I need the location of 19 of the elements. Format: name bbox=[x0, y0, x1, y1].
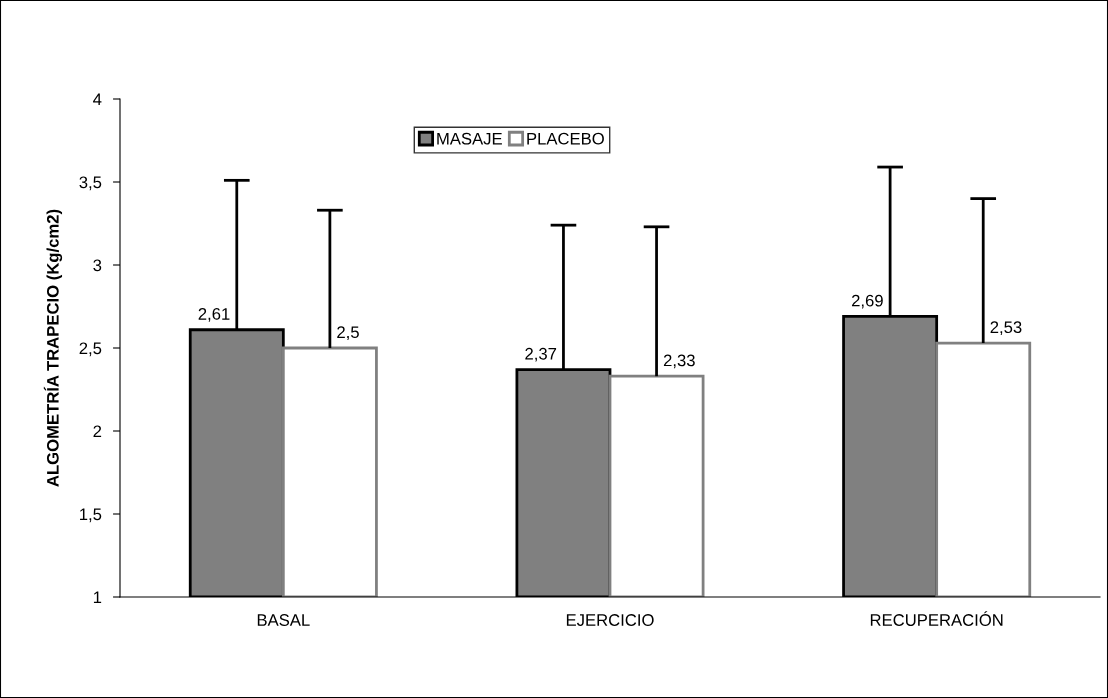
y-tick-label: 3,5 bbox=[79, 176, 102, 191]
data-label: 2,61 bbox=[198, 308, 230, 322]
data-label: 2,37 bbox=[525, 347, 557, 362]
y-tick-label: 2,5 bbox=[79, 342, 102, 357]
y-axis-title: ALGOMETRÍA TRAPECIO (Kg/cm2) bbox=[43, 209, 63, 487]
y-tick-label: 1 bbox=[93, 591, 102, 604]
data-label: 2,53 bbox=[990, 321, 1022, 336]
data-label: 2,69 bbox=[851, 294, 883, 309]
x-tick-label: EJERCICIO bbox=[566, 614, 654, 626]
data-label: 2,5 bbox=[337, 326, 359, 341]
legend-label: MASAJE bbox=[437, 132, 502, 145]
data-label: 2,33 bbox=[663, 354, 695, 369]
y-tick-label: 2 bbox=[93, 425, 102, 438]
x-tick-label: BASAL bbox=[257, 614, 310, 626]
y-tick-label: 4 bbox=[93, 93, 102, 106]
legend-label: PLACEBO bbox=[527, 132, 604, 145]
y-tick-label: 1,5 bbox=[80, 508, 102, 523]
x-tick-label: RECUPERACIÓN bbox=[870, 611, 1003, 626]
y-tick-label: 3 bbox=[93, 259, 102, 272]
